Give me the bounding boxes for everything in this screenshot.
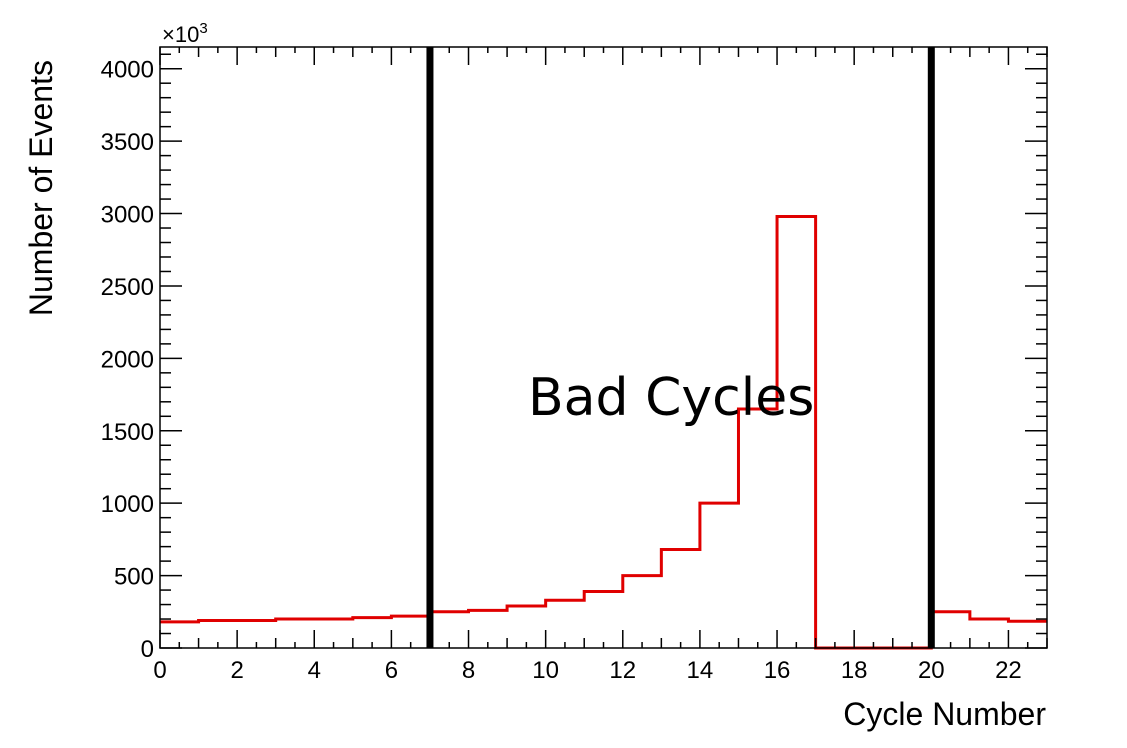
y-tick-label: 1500 xyxy=(101,419,154,446)
x-tick-label: 12 xyxy=(609,657,636,684)
y-tick-label: 2500 xyxy=(101,274,154,301)
x-tick-label: 6 xyxy=(385,657,398,684)
x-axis-label: Cycle Number xyxy=(843,696,1046,732)
x-tick-label: 10 xyxy=(532,657,559,684)
y-tick-label: 0 xyxy=(141,636,154,663)
x-tick-label: 18 xyxy=(841,657,868,684)
axes: 0 2 4 6 8 10 12 14 16 18 20 22 0 500 1000 1500 2000 2500 3… xyxy=(101,46,1048,684)
y-axis-label: Number of Events xyxy=(23,60,59,316)
y-tick-label: 3500 xyxy=(101,129,154,156)
y-tick-label: 1000 xyxy=(101,491,154,518)
x-tick-label: 16 xyxy=(764,657,791,684)
bad-cycles-annotation: Bad Cycles xyxy=(528,368,814,428)
x-tick-label: 14 xyxy=(687,657,714,684)
plot-area xyxy=(160,47,1047,650)
histogram-series-line xyxy=(160,214,1047,650)
y-tick-label: 2000 xyxy=(101,346,154,373)
plot-frame xyxy=(159,46,1048,649)
y-multiplier-exponent: 3 xyxy=(199,20,207,37)
y-tick-label: 3000 xyxy=(101,202,154,229)
y-multiplier-label: ×103 xyxy=(162,20,208,47)
y-tick-label: 500 xyxy=(114,564,154,591)
x-tick-label: 2 xyxy=(230,657,243,684)
x-tick-label: 0 xyxy=(153,657,166,684)
y-tick-label: 4000 xyxy=(101,57,154,84)
x-tick-label: 22 xyxy=(995,657,1022,684)
x-tick-label: 4 xyxy=(308,657,321,684)
x-tick-label: 8 xyxy=(462,657,475,684)
y-multiplier-base: ×10 xyxy=(162,22,199,47)
x-tick-label: 20 xyxy=(918,657,945,684)
